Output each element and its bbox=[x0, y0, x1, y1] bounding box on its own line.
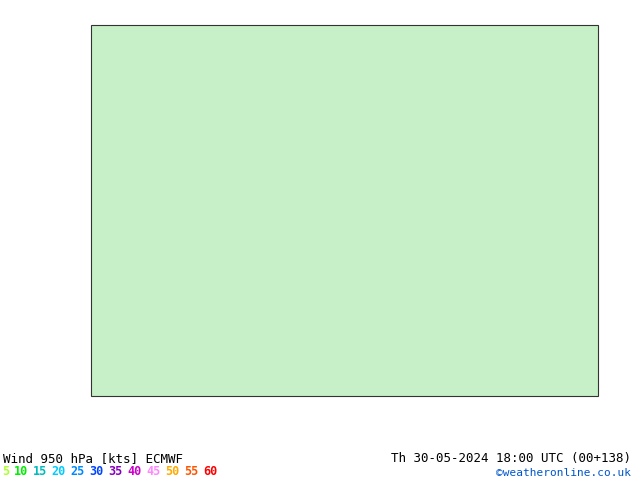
Text: 15: 15 bbox=[32, 465, 47, 478]
Text: ©weatheronline.co.uk: ©weatheronline.co.uk bbox=[496, 468, 631, 478]
Text: 55: 55 bbox=[184, 465, 198, 478]
Text: 50: 50 bbox=[165, 465, 180, 478]
Text: 20: 20 bbox=[51, 465, 66, 478]
Text: Wind 950 hPa [kts] ECMWF: Wind 950 hPa [kts] ECMWF bbox=[3, 452, 183, 465]
Text: 35: 35 bbox=[108, 465, 123, 478]
Text: 45: 45 bbox=[146, 465, 161, 478]
Text: 10: 10 bbox=[13, 465, 28, 478]
Text: 25: 25 bbox=[70, 465, 85, 478]
Text: 5: 5 bbox=[2, 465, 9, 478]
Text: 30: 30 bbox=[89, 465, 104, 478]
Bar bbox=[91, 25, 598, 396]
Text: Th 30-05-2024 18:00 UTC (00+138): Th 30-05-2024 18:00 UTC (00+138) bbox=[391, 452, 631, 465]
Text: 60: 60 bbox=[204, 465, 217, 478]
Text: 40: 40 bbox=[127, 465, 142, 478]
